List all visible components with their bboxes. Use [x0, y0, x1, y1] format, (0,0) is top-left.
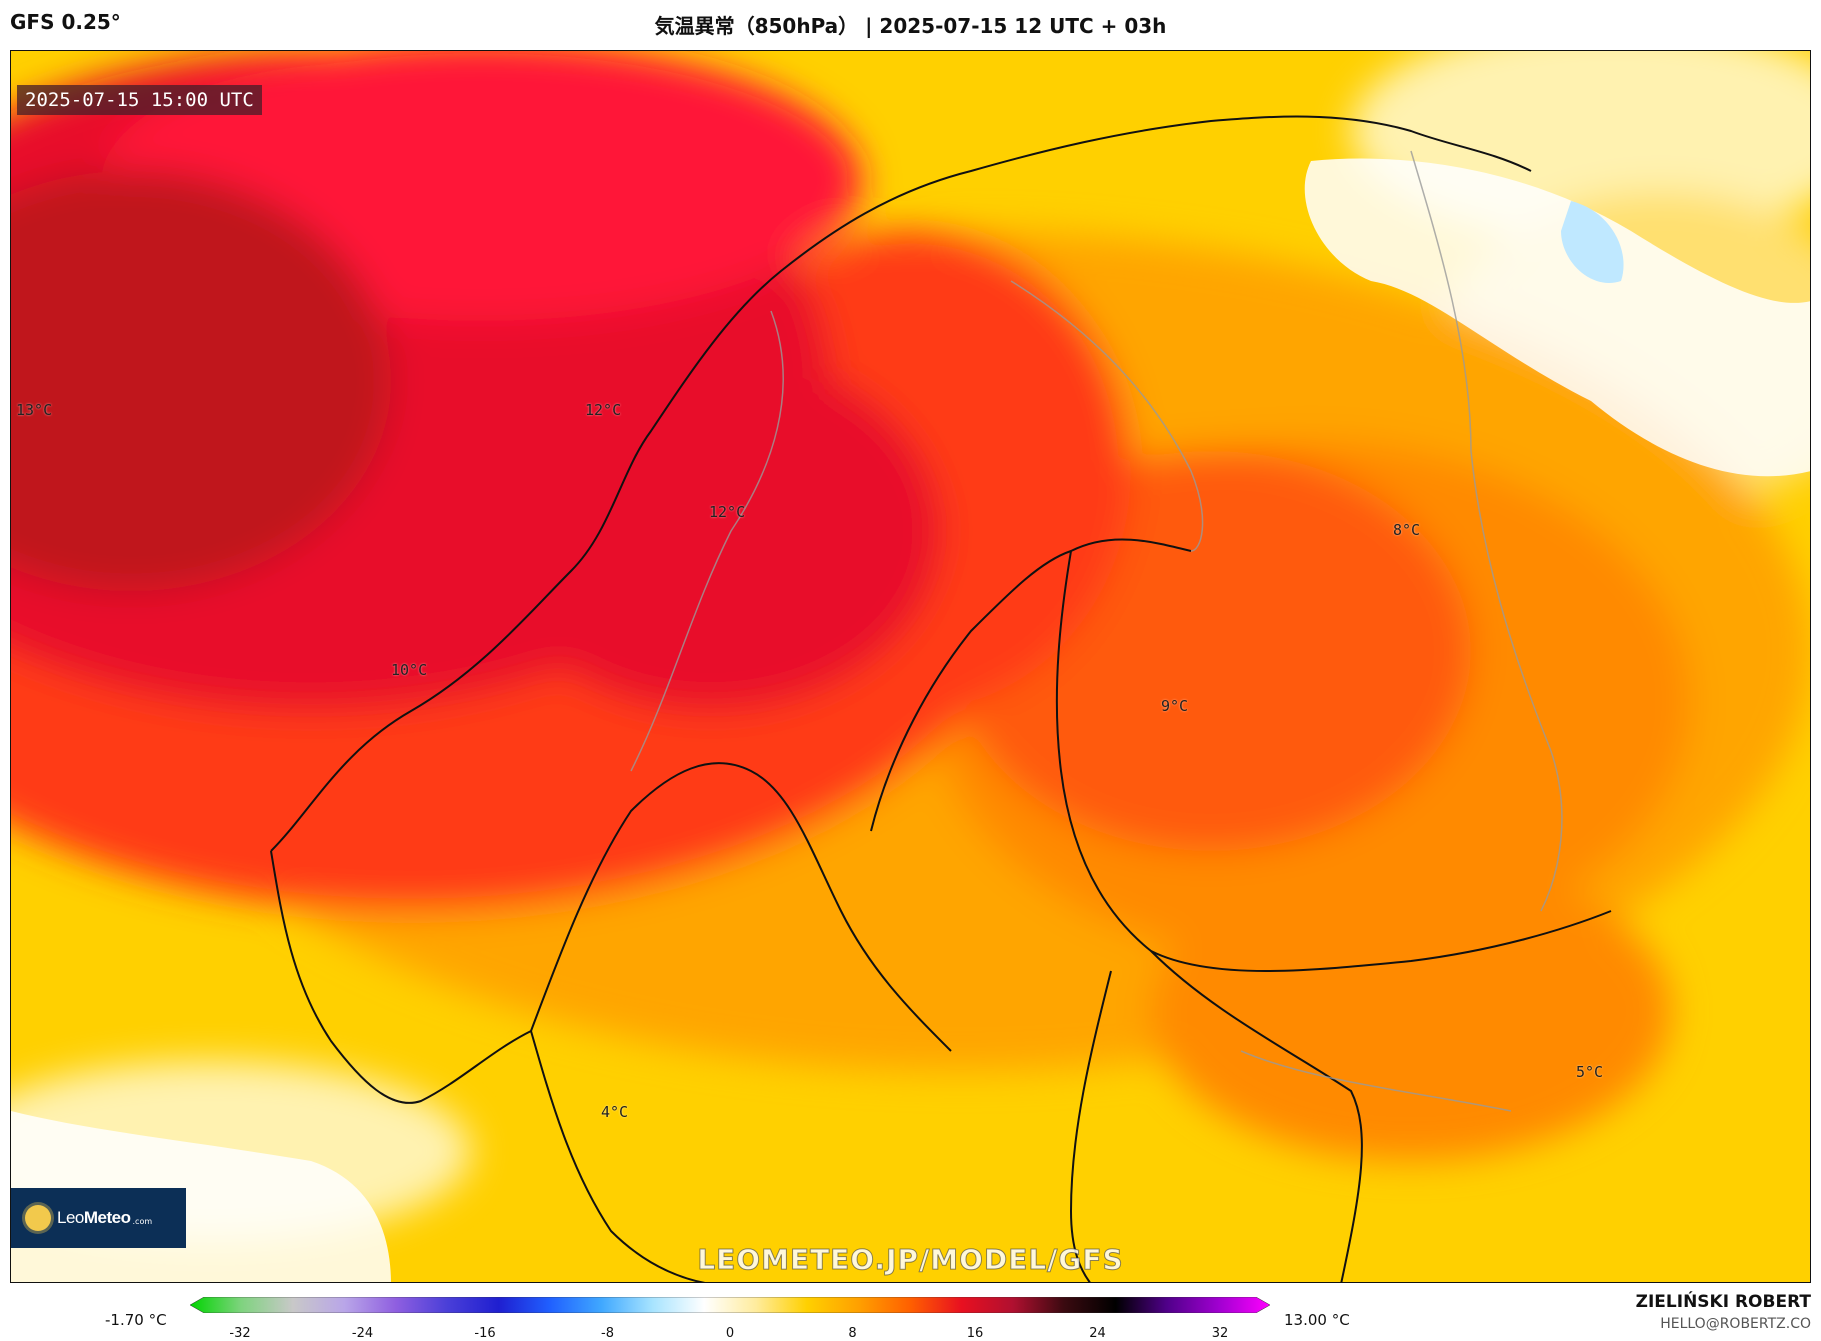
colorbar-tick: 16 [966, 1326, 984, 1341]
colorbar [189, 1296, 1271, 1314]
logo-brand-bold: Meteo [83, 1208, 131, 1227]
valid-time-label: 2025-07-15 15:00 UTC [17, 85, 262, 115]
chart-title: 気温異常（850hPa） | 2025-07-15 12 UTC + 03h [654, 14, 1167, 38]
colorbar-max-label: 13.00 °C [1284, 1311, 1350, 1329]
label-9c: 9°C [1161, 697, 1189, 715]
label-10c: 10°C [391, 661, 428, 679]
colorbar-tick: -16 [474, 1326, 496, 1341]
logo-domain: .com [132, 1216, 153, 1226]
coastlines [270, 115, 1612, 1282]
label-4c: 4°C [601, 1103, 629, 1121]
colorbar-tick: -8 [601, 1326, 614, 1341]
colorbar-tick: 24 [1089, 1326, 1106, 1341]
anomaly-field [11, 51, 1810, 1241]
label-12c-coast: 12°C [585, 401, 622, 419]
colorbar-min-label: -1.70 °C [105, 1311, 167, 1329]
label-13c-west: 13°C [16, 401, 53, 419]
map-canvas [11, 51, 1810, 1282]
logo-brand-light: Leo [57, 1208, 84, 1227]
watermark: LEOMETEO.JP/MODEL/GFS [697, 1243, 1124, 1277]
colorbar-tick: -32 [229, 1326, 251, 1341]
country-borders [630, 150, 1563, 1112]
label-5c: 5°C [1576, 1063, 1604, 1081]
label-12c-norway: 12°C [709, 503, 746, 521]
colorbar-tick: -24 [351, 1326, 374, 1341]
colorbar-tick: 0 [725, 1326, 735, 1341]
author-name: ZIELIŃSKI ROBERT [1635, 1292, 1811, 1312]
label-8c: 8°C [1393, 521, 1421, 539]
model-name: GFS 0.25° [10, 10, 121, 34]
colorbar-tick: 8 [848, 1326, 857, 1341]
colorbar-tick: 32 [1211, 1326, 1229, 1341]
author-email: HELLO@ROBERTZ.CO [1660, 1316, 1811, 1332]
sun-icon [25, 1205, 51, 1231]
anomaly-map: 2025-07-15 15:00 UTC 13°C 12°C 12°C 10°C… [10, 50, 1811, 1283]
colorbar-svg [189, 1296, 1271, 1314]
leometeo-logo: LeoMeteo .com [11, 1188, 186, 1248]
